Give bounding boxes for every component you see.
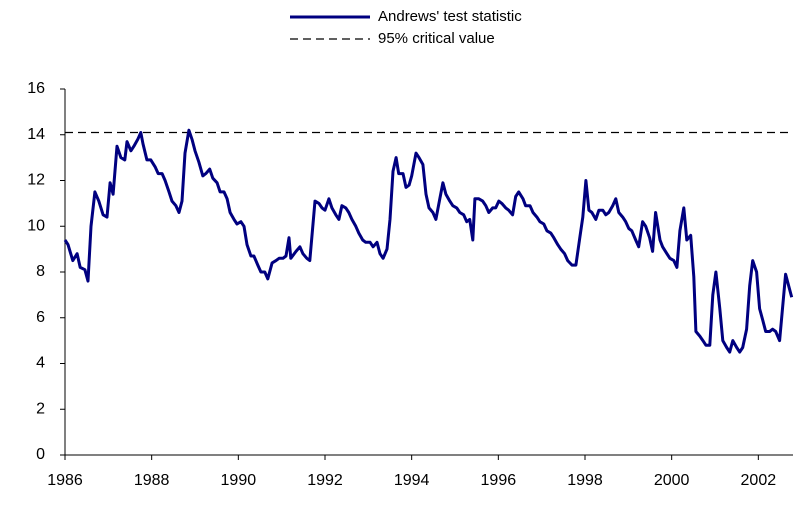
x-tick-label: 1998 (567, 472, 603, 489)
x-tick-label: 1992 (307, 472, 343, 489)
y-tick-label: 8 (36, 263, 45, 280)
y-tick-label: 0 (36, 446, 45, 463)
data-line (63, 128, 794, 354)
x-tick-label: 1988 (134, 472, 170, 489)
x-tick-label: 1986 (47, 472, 83, 489)
x-tick-label: 2000 (654, 472, 690, 489)
x-tick-label: 2002 (741, 472, 777, 489)
y-tick-label: 14 (27, 126, 45, 143)
y-tick-label: 2 (36, 400, 45, 417)
x-tick-label: 1990 (221, 472, 257, 489)
y-tick-label: 16 (27, 80, 45, 97)
y-tick-label: 10 (27, 217, 45, 234)
y-tick-label: 6 (36, 309, 45, 326)
legend-label: 95% critical value (378, 30, 495, 47)
legend-label: Andrews' test statistic (378, 8, 522, 25)
y-tick-label: 12 (27, 172, 45, 189)
x-tick-label: 1996 (481, 472, 517, 489)
x-tick-label: 1994 (394, 472, 430, 489)
y-tick-label: 4 (36, 355, 45, 372)
